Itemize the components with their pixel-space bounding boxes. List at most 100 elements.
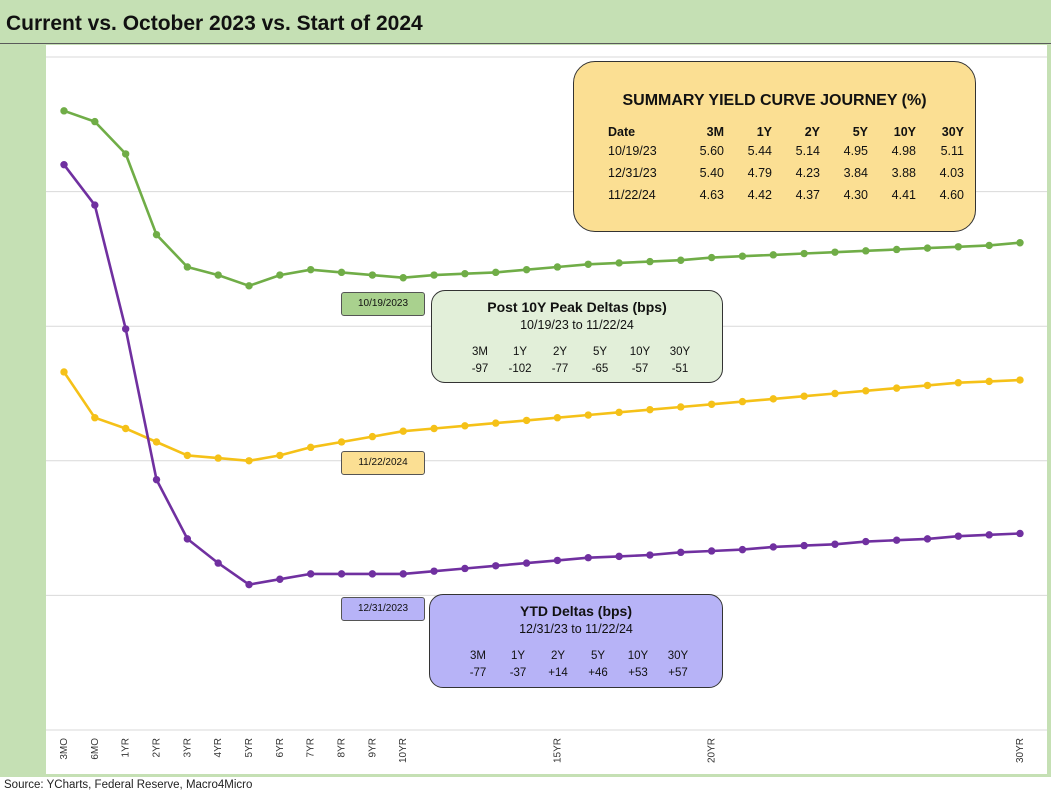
data-point [337,570,346,578]
summary-row: 12/31/23 5.40 4.79 4.23 3.84 3.88 4.03 [608,162,964,184]
summary-header-cell: Date [608,125,636,139]
data-point [831,389,839,398]
data-point [954,243,963,251]
summary-header-cell: 30Y [941,125,964,139]
data-point [615,552,623,561]
data-point [646,257,654,266]
delta-header: 3M [472,346,488,358]
data-point [60,368,68,376]
summary-row: 11/22/24 4.63 4.42 4.37 4.30 4.41 4.60 [608,184,964,206]
data-point [307,570,315,578]
delta-header: 5Y [592,346,608,358]
summary-cell: 5.44 [747,144,772,158]
peak-deltas-subtitle: 10/19/23 to 11/22/24 [520,318,634,332]
data-point [1016,529,1024,538]
data-point [492,268,500,277]
summary-cell: 4.37 [795,188,820,202]
delta-header: 1Y [510,650,526,662]
data-point [183,535,192,543]
data-point [892,536,901,544]
data-point [707,400,716,408]
ytd-deltas-subtitle: 12/31/23 to 11/22/24 [519,622,633,636]
summary-cell: 4.41 [891,188,916,202]
delta-value: -77 [469,667,487,679]
delta-value: +14 [548,667,568,679]
data-point [183,451,192,460]
summary-cell: 5.60 [699,144,724,158]
data-point [399,570,407,578]
x-tick-label: 1YR [121,738,132,757]
ytd-deltas-values: -77 -37 +14 +46 +53 +57 [458,667,698,679]
data-point [646,551,654,559]
data-point [553,414,562,422]
data-point [831,248,839,256]
data-point [461,564,469,573]
data-point [615,408,623,417]
delta-value: -102 [508,363,532,375]
data-point [954,532,963,540]
summary-cell: 4.30 [843,188,868,202]
series-label-dec-2023: 12/31/2023 [341,597,425,621]
data-point [522,416,531,425]
data-point [923,381,932,390]
data-point [399,274,407,282]
data-point [492,562,500,570]
summary-header-cell: 2Y [804,125,820,139]
data-point [892,384,901,392]
data-point [800,392,808,400]
data-point [152,438,161,446]
delta-value: -37 [509,667,527,679]
data-point [121,424,130,433]
x-tick-label: 20YR [707,738,718,763]
data-point [183,263,192,271]
x-tick-label: 3MO [59,738,70,760]
series-line [63,109,1021,288]
data-point [862,247,870,255]
data-point [214,559,222,567]
summary-header-row: Date 3M 1Y 2Y 5Y 10Y 30Y [608,124,964,140]
data-point [615,259,623,267]
data-point [862,387,870,395]
data-point [831,540,839,548]
summary-cell: 5.14 [795,144,820,158]
summary-table: Date 3M 1Y 2Y 5Y 10Y 30Y 10/19/23 5.60 5… [608,124,964,206]
series-label-oct-2023: 10/19/2023 [341,292,425,316]
summary-cell: 4.23 [795,166,820,180]
x-tick-label: 8YR [337,738,348,757]
data-point [923,244,932,252]
delta-value: +46 [588,667,608,679]
peak-deltas-box: Post 10Y Peak Deltas (bps) 10/19/23 to 1… [431,290,723,383]
chart-title: Current vs. October 2023 vs. Start of 20… [6,12,423,35]
data-point [60,107,68,115]
delta-header: 5Y [590,650,606,662]
data-point [276,575,284,583]
series-label-nov-2024: 11/22/2024 [341,451,425,475]
x-tick-label: 10YR [398,738,409,763]
summary-cell: 4.98 [891,144,916,158]
chart-frame: Current vs. October 2023 vs. Start of 20… [0,0,1051,777]
data-point [677,403,685,411]
delta-value: -65 [591,363,609,375]
delta-value: -77 [551,363,569,375]
x-tick-label: 6YR [275,738,286,757]
data-point [985,377,993,386]
summary-cell: 4.63 [699,188,724,202]
summary-cell: 3.88 [891,166,916,180]
data-point [800,249,808,258]
delta-header: 3M [470,650,486,662]
data-point [245,580,253,589]
data-point [152,475,161,484]
data-point [60,160,68,169]
summary-cell: 4.60 [939,188,964,202]
data-point [276,451,284,460]
x-tick-label: 9YR [367,738,378,757]
data-point [368,432,377,441]
data-point [337,268,346,277]
delta-header: 1Y [512,346,528,358]
data-point [492,419,500,427]
delta-header: 30Y [669,346,691,358]
data-point [399,427,407,435]
data-point [584,554,592,562]
peak-deltas-headers: 3M 1Y 2Y 5Y 10Y 30Y [460,346,700,358]
data-point [584,411,592,419]
